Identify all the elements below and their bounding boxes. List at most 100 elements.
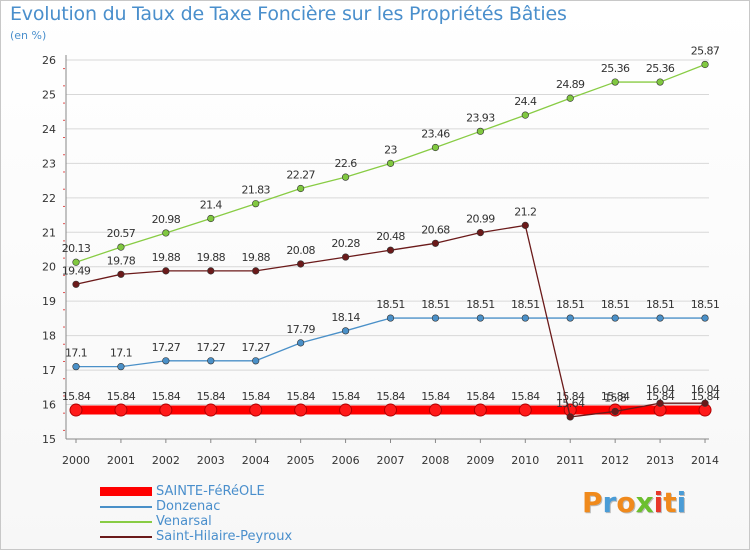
data-point <box>518 403 532 417</box>
data-label: 18.51 <box>601 298 630 311</box>
data-label: 21.83 <box>241 184 270 197</box>
legend-label: Venarsal <box>156 513 212 529</box>
data-label: 15.84 <box>152 390 181 403</box>
data-label: 15.84 <box>376 390 405 403</box>
legend-swatch <box>100 520 152 523</box>
x-tick-label: 2004 <box>242 454 270 467</box>
data-point <box>521 111 529 119</box>
y-tick-label: 22 <box>42 192 56 205</box>
legend-swatch <box>100 487 152 496</box>
data-label: 18.51 <box>421 298 450 311</box>
data-label: 17.27 <box>241 341 270 354</box>
data-label: 19.88 <box>241 251 270 264</box>
data-label: 15.84 <box>691 390 720 403</box>
data-label: 15.84 <box>646 390 675 403</box>
chart-title: Evolution du Taux de Taxe Foncière sur l… <box>10 3 567 25</box>
data-point <box>656 314 664 322</box>
data-label: 15.84 <box>601 390 630 403</box>
data-label: 15.84 <box>62 390 91 403</box>
data-point <box>294 403 308 417</box>
legend-swatch <box>100 505 152 508</box>
data-point <box>476 314 484 322</box>
data-label: 15.84 <box>556 390 585 403</box>
x-tick-label: 2012 <box>601 454 629 467</box>
data-label: 25.87 <box>691 44 720 57</box>
data-label: 23.46 <box>421 128 450 141</box>
data-point <box>701 60 709 69</box>
data-label: 20.57 <box>107 227 136 240</box>
x-tick-label: 2002 <box>152 454 180 467</box>
data-label: 20.28 <box>331 237 360 250</box>
data-point <box>341 173 350 181</box>
data-label: 15.84 <box>286 390 315 403</box>
data-label: 16.04 <box>646 383 675 396</box>
data-point <box>162 267 170 275</box>
legend-item: Saint-Hilaire-Peyroux <box>100 529 292 544</box>
data-label: 17.79 <box>286 323 315 336</box>
y-tick-label: 19 <box>42 295 56 308</box>
data-label: 22.27 <box>286 169 315 182</box>
data-label: 18.51 <box>691 298 720 311</box>
data-label: 18.51 <box>556 298 585 311</box>
legend-item: Donzenac <box>100 499 292 514</box>
data-point <box>117 270 125 278</box>
data-label: 20.48 <box>376 230 405 243</box>
legend-item: SAINTE-FéRéOLE <box>100 484 292 499</box>
data-label: 20.99 <box>466 213 495 226</box>
legend-item: Venarsal <box>100 514 292 529</box>
data-label: 16.04 <box>691 383 720 396</box>
data-point <box>656 399 664 407</box>
x-tick-label: 2007 <box>377 454 405 467</box>
data-label: 15.84 <box>466 390 495 403</box>
data-label: 21.2 <box>514 205 536 218</box>
data-point <box>252 357 260 365</box>
data-point <box>252 200 260 208</box>
data-label: 19.49 <box>62 264 91 277</box>
data-point <box>521 221 529 229</box>
data-point <box>386 246 395 254</box>
chart-subtitle: (en %) <box>10 29 47 42</box>
data-label: 25.36 <box>601 62 630 75</box>
data-label: 20.98 <box>152 213 181 226</box>
data-point <box>386 159 395 167</box>
data-label: 20.08 <box>286 244 315 257</box>
data-point <box>207 214 215 223</box>
data-point <box>114 403 128 417</box>
data-label: 22.6 <box>335 157 358 170</box>
y-tick-label: 24 <box>42 123 56 136</box>
x-tick-label: 2013 <box>646 454 674 467</box>
x-tick-label: 2006 <box>332 454 360 467</box>
data-point <box>72 363 80 371</box>
legend-label: SAINTE-FéRéOLE <box>156 483 265 499</box>
data-point <box>117 363 125 371</box>
y-tick-label: 23 <box>42 157 56 170</box>
x-tick-label: 2011 <box>556 454 584 467</box>
data-point <box>341 327 350 335</box>
data-point <box>386 314 395 322</box>
legend-label: Saint-Hilaire-Peyroux <box>156 528 293 544</box>
x-tick-label: 2009 <box>466 454 494 467</box>
data-label: 17.1 <box>110 347 132 360</box>
data-point <box>341 253 350 261</box>
data-point <box>431 143 440 152</box>
proxiti-logo: Proxiti <box>582 486 687 519</box>
data-point <box>159 403 173 417</box>
data-label: 18.51 <box>466 298 495 311</box>
data-label: 21.4 <box>200 198 223 211</box>
legend-label: Donzenac <box>156 498 221 514</box>
data-point <box>701 314 709 322</box>
data-point <box>428 403 442 417</box>
x-tick-label: 2001 <box>107 454 135 467</box>
data-label: 15.64 <box>556 397 585 410</box>
data-label: 23.93 <box>466 111 495 124</box>
data-label: 18.51 <box>646 298 675 311</box>
legend-swatch <box>100 535 152 538</box>
data-label: 15.84 <box>241 390 270 403</box>
data-point <box>431 239 440 247</box>
data-point <box>476 229 484 237</box>
data-point <box>521 314 529 322</box>
data-label: 15.84 <box>197 390 226 403</box>
y-tick-label: 16 <box>42 399 56 412</box>
